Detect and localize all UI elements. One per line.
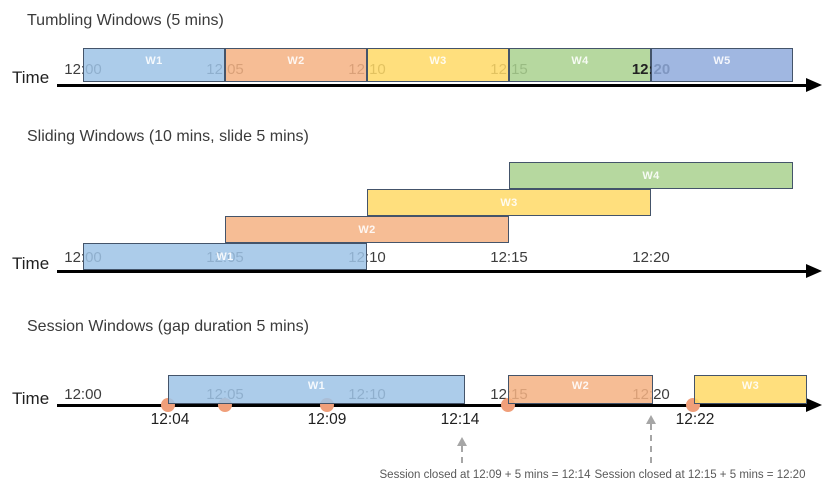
- window-label: W4: [642, 169, 660, 182]
- session-axis-label: Time: [12, 389, 50, 408]
- sliding-window-w2: W2: [225, 216, 509, 243]
- session-window-w1: W1: [168, 375, 465, 404]
- event-time-label: 12:09: [307, 411, 347, 428]
- event-time-label: 12:04: [150, 411, 190, 428]
- session-closed-annotation: Session closed at 12:09 + 5 mins = 12:14: [379, 469, 591, 481]
- sliding-window-w3: W3: [367, 189, 651, 216]
- window-label: W3: [500, 196, 518, 209]
- tumbling-window-w1: W1: [83, 48, 225, 82]
- tumbling-window-w2: W2: [225, 48, 367, 82]
- window-label: W2: [358, 223, 376, 236]
- tumbling-axis-label: Time: [12, 68, 50, 87]
- session-timeline-arrow-icon: [806, 398, 822, 412]
- tumbling-title: Tumbling Windows (5 mins): [27, 12, 224, 29]
- window-label: W2: [287, 55, 305, 67]
- tumbling-window-w3: W3: [367, 48, 509, 82]
- callout-arrow-shaft: [461, 446, 463, 465]
- sliding-axis-label: Time: [12, 254, 50, 273]
- session-window-w3: W3: [694, 375, 807, 404]
- session-closed-annotation: Session closed at 12:15 + 5 mins = 12:20: [594, 469, 806, 481]
- window-label: W5: [713, 55, 731, 67]
- sliding-timeline-arrow-icon: [806, 264, 822, 278]
- tick-label: 12:00: [64, 386, 102, 403]
- callout-arrow-shaft: [650, 424, 652, 463]
- callout-arrow-up-icon: [457, 437, 467, 446]
- tick-label: 12:20: [632, 249, 670, 266]
- window-label: W1: [307, 380, 326, 392]
- session-title: Session Windows (gap duration 5 mins): [27, 318, 309, 335]
- sliding-title: Sliding Windows (10 mins, slide 5 mins): [27, 128, 309, 145]
- sliding-window-w4: W4: [509, 162, 793, 189]
- tumbling-window-w4: W4: [509, 48, 651, 82]
- callout-arrow-up-icon: [646, 415, 656, 424]
- window-label: W4: [571, 55, 589, 67]
- event-time-label: 12:22: [675, 411, 715, 428]
- session-window-w2: W2: [508, 375, 653, 404]
- window-label: W1: [145, 55, 163, 67]
- event-time-label: 12:14: [440, 411, 480, 428]
- window-label: W2: [571, 380, 590, 392]
- sliding-window-w1: W1: [83, 243, 367, 270]
- tumbling-timeline-arrow-icon: [806, 78, 822, 92]
- sliding-timeline: [57, 270, 806, 273]
- window-label: W3: [741, 380, 760, 392]
- tumbling-timeline: [57, 84, 806, 87]
- tick-label: 12:15: [490, 249, 528, 266]
- session-timeline: [57, 404, 806, 407]
- tumbling-window-w5: W5: [651, 48, 793, 82]
- window-label: W1: [216, 250, 234, 263]
- window-label: W3: [429, 55, 447, 67]
